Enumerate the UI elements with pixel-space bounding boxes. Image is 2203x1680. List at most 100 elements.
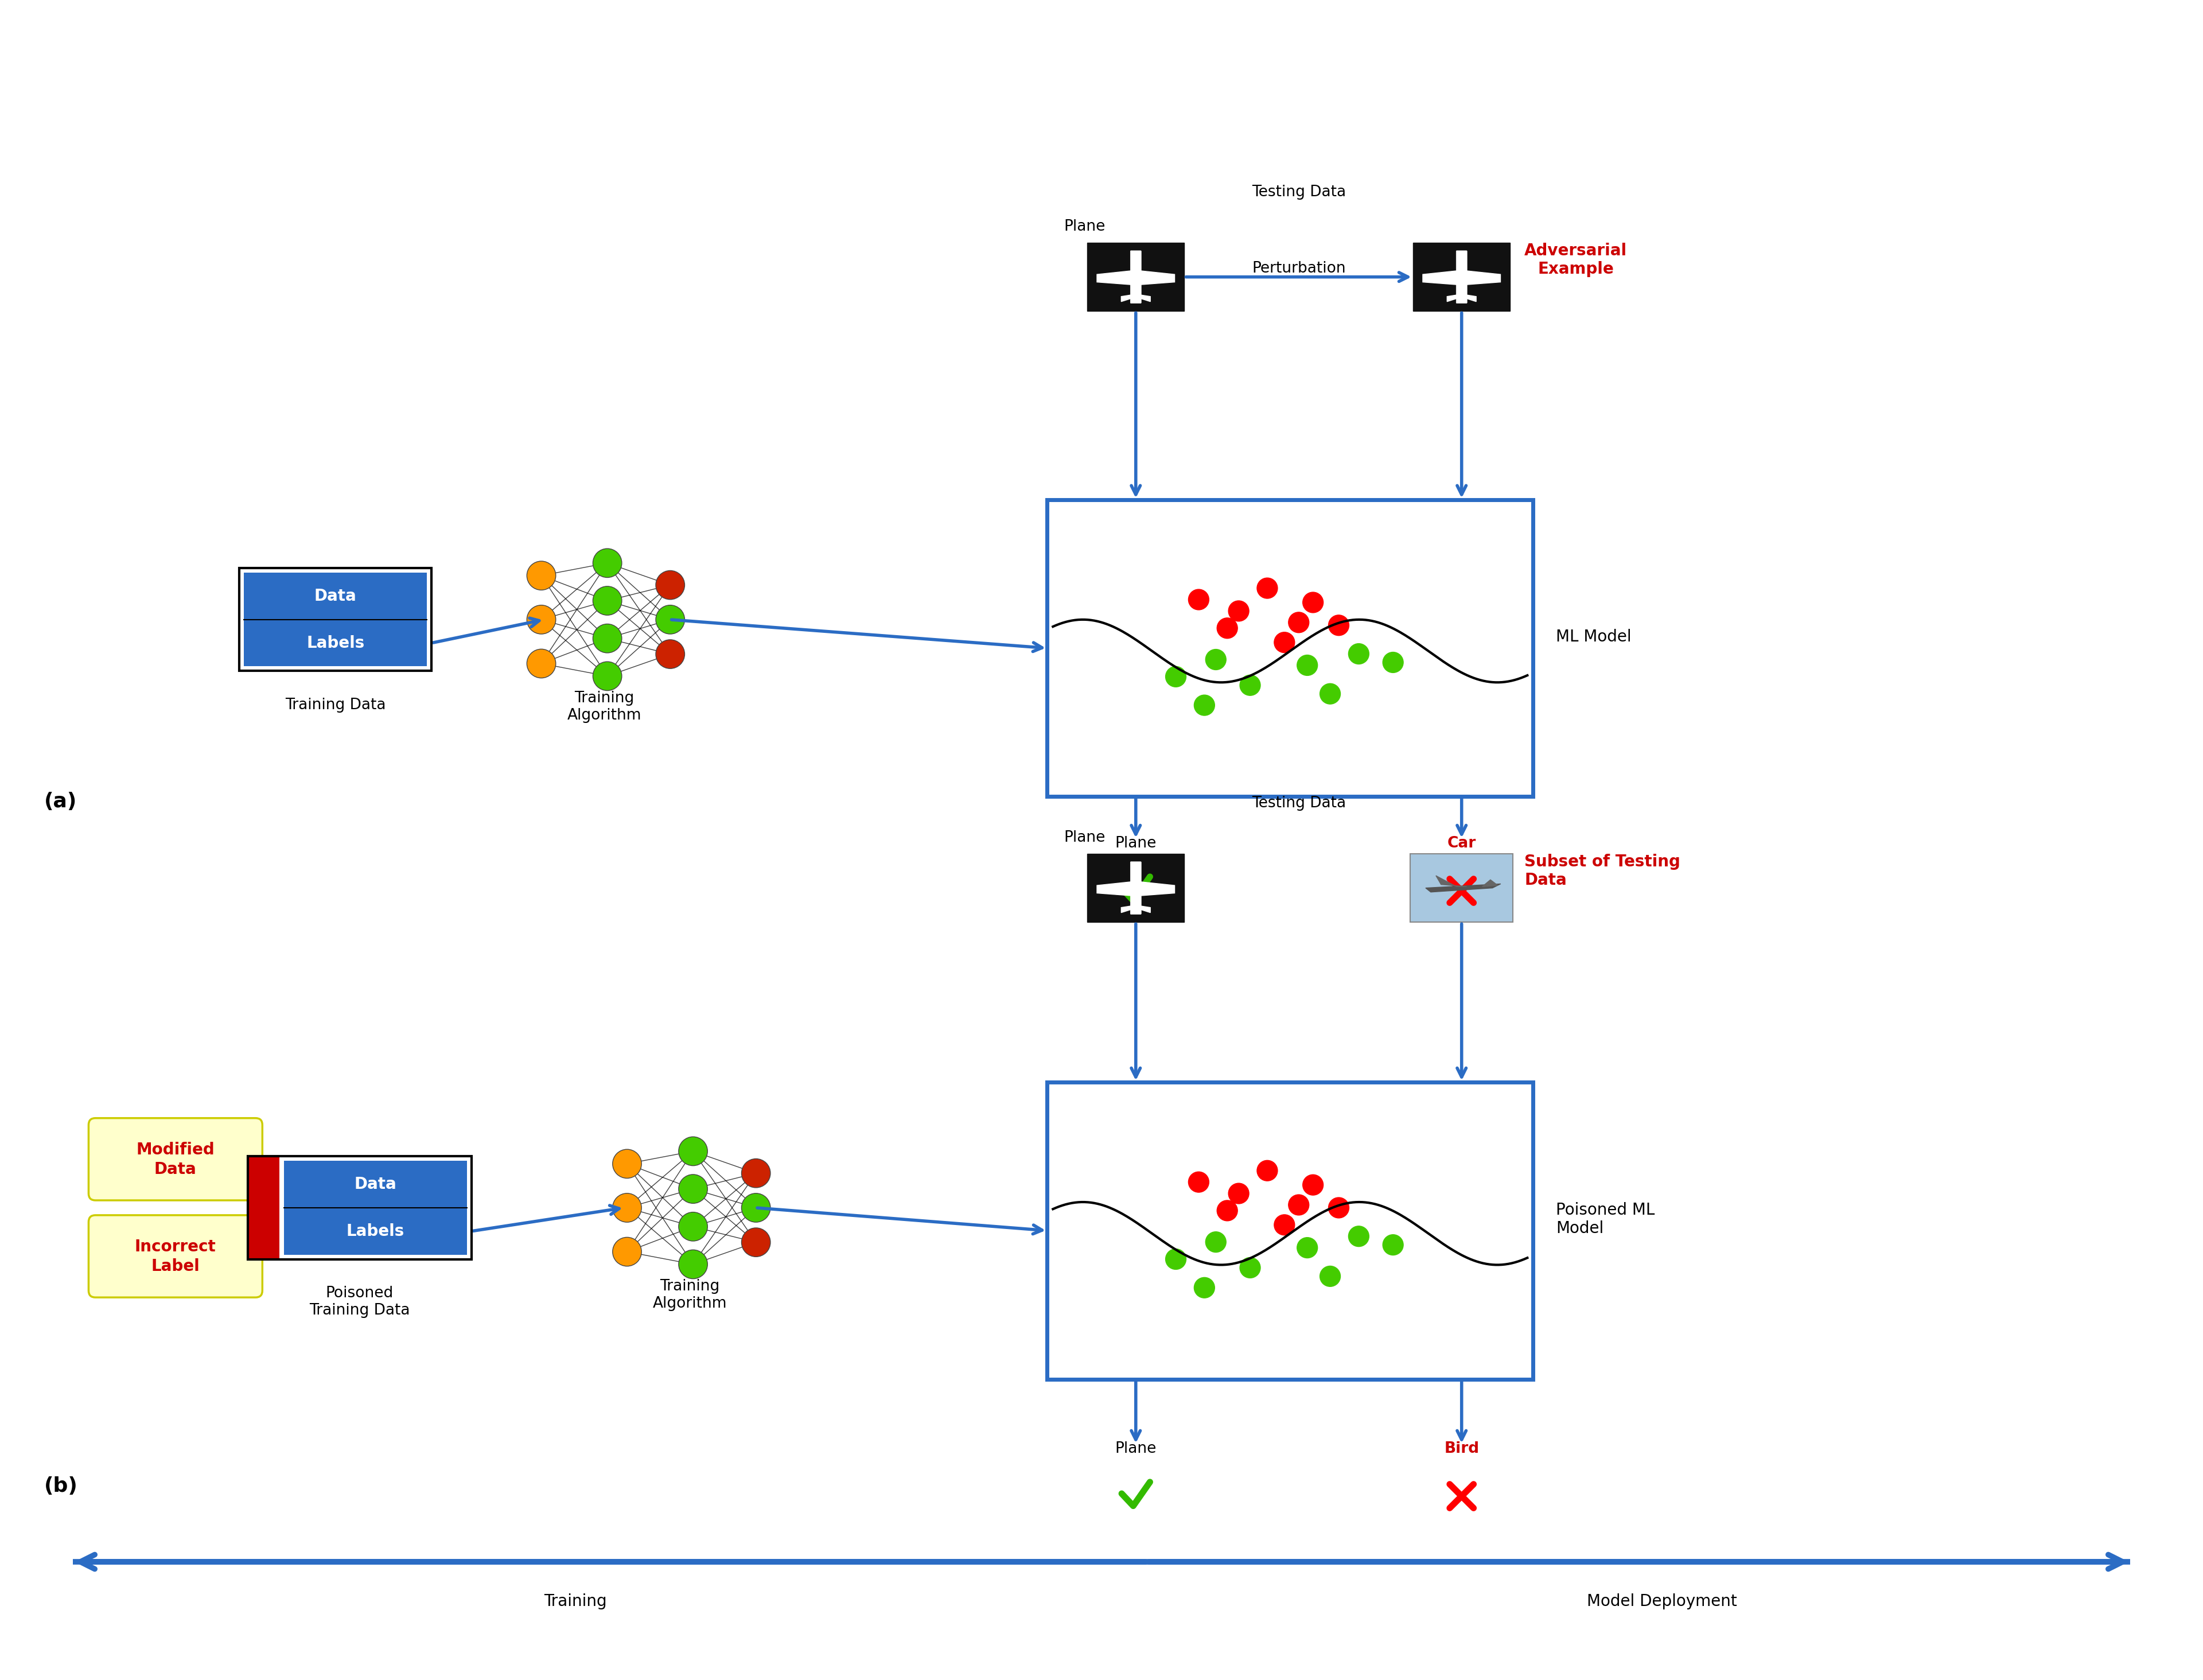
Text: Labels: Labels	[306, 635, 363, 652]
Circle shape	[612, 1149, 641, 1178]
FancyBboxPatch shape	[1088, 853, 1185, 922]
Circle shape	[1165, 1248, 1185, 1270]
Circle shape	[1273, 1215, 1295, 1235]
Circle shape	[1383, 652, 1403, 672]
Circle shape	[593, 549, 621, 578]
Circle shape	[1194, 1277, 1214, 1299]
Polygon shape	[1467, 270, 1500, 284]
Text: Testing Data: Testing Data	[1251, 796, 1346, 811]
Circle shape	[593, 623, 621, 654]
Text: Training Data: Training Data	[284, 697, 386, 712]
Circle shape	[1258, 578, 1278, 598]
Polygon shape	[1121, 906, 1130, 912]
Circle shape	[593, 662, 621, 690]
Circle shape	[1205, 648, 1227, 670]
Text: Data: Data	[154, 1161, 196, 1178]
FancyBboxPatch shape	[88, 1119, 262, 1200]
Polygon shape	[1121, 296, 1130, 302]
Text: (b): (b)	[44, 1477, 77, 1495]
Polygon shape	[1141, 882, 1174, 895]
Text: Training: Training	[544, 1593, 608, 1609]
Polygon shape	[1141, 270, 1174, 284]
Text: Labels: Labels	[346, 1223, 405, 1240]
Circle shape	[1328, 1198, 1348, 1218]
Circle shape	[527, 561, 555, 590]
Circle shape	[679, 1250, 707, 1278]
Circle shape	[1328, 615, 1348, 635]
Circle shape	[1240, 675, 1260, 696]
FancyBboxPatch shape	[1456, 250, 1467, 302]
Circle shape	[1298, 1238, 1317, 1258]
Circle shape	[742, 1159, 771, 1188]
FancyBboxPatch shape	[1088, 242, 1185, 311]
Circle shape	[1216, 618, 1238, 638]
Circle shape	[1302, 591, 1324, 613]
Circle shape	[679, 1137, 707, 1166]
Circle shape	[742, 1193, 771, 1223]
Circle shape	[656, 571, 685, 600]
Circle shape	[1229, 1183, 1249, 1205]
Circle shape	[1240, 1257, 1260, 1278]
FancyBboxPatch shape	[284, 1161, 467, 1208]
Text: Car: Car	[1447, 837, 1476, 850]
Circle shape	[527, 605, 555, 633]
Circle shape	[527, 648, 555, 679]
FancyBboxPatch shape	[249, 1156, 280, 1258]
Text: Poisoned
Training Data: Poisoned Training Data	[308, 1285, 410, 1319]
Circle shape	[1258, 1161, 1278, 1181]
Polygon shape	[1141, 296, 1150, 302]
Circle shape	[679, 1213, 707, 1242]
FancyBboxPatch shape	[284, 1208, 467, 1255]
Text: Bird: Bird	[1445, 1441, 1478, 1457]
Circle shape	[1229, 601, 1249, 622]
Circle shape	[1187, 1171, 1209, 1193]
Text: Plane: Plane	[1115, 1441, 1157, 1457]
Circle shape	[1289, 1194, 1309, 1215]
Circle shape	[1302, 1174, 1324, 1194]
Circle shape	[1289, 612, 1309, 633]
FancyBboxPatch shape	[1130, 250, 1141, 302]
Circle shape	[1165, 667, 1185, 687]
Circle shape	[1320, 684, 1339, 704]
Polygon shape	[1436, 875, 1467, 887]
Text: Model Deployment: Model Deployment	[1586, 1593, 1736, 1609]
Text: ML Model: ML Model	[1555, 628, 1632, 645]
Circle shape	[593, 586, 621, 615]
Circle shape	[612, 1193, 641, 1223]
Text: Label: Label	[152, 1258, 200, 1275]
FancyBboxPatch shape	[1046, 499, 1533, 796]
Circle shape	[679, 1174, 707, 1203]
Circle shape	[1273, 632, 1295, 654]
Text: Plane: Plane	[1115, 837, 1157, 850]
Polygon shape	[1097, 270, 1130, 284]
Circle shape	[1348, 643, 1368, 664]
Text: (a): (a)	[44, 791, 77, 811]
Circle shape	[1320, 1267, 1339, 1287]
Circle shape	[1383, 1235, 1403, 1255]
Circle shape	[1194, 696, 1214, 716]
Polygon shape	[1467, 296, 1476, 302]
Text: Data: Data	[315, 588, 357, 605]
Text: Modified: Modified	[137, 1142, 214, 1158]
FancyBboxPatch shape	[1410, 853, 1513, 922]
Text: Adversarial
Example: Adversarial Example	[1524, 242, 1628, 277]
Text: Perturbation: Perturbation	[1251, 260, 1346, 276]
Text: Incorrect: Incorrect	[134, 1238, 216, 1255]
FancyBboxPatch shape	[245, 620, 427, 667]
FancyBboxPatch shape	[1412, 242, 1511, 311]
FancyBboxPatch shape	[245, 573, 427, 620]
Circle shape	[1205, 1231, 1227, 1252]
Text: Plane: Plane	[1064, 830, 1106, 845]
FancyBboxPatch shape	[1046, 1082, 1533, 1379]
Polygon shape	[1423, 270, 1456, 284]
Circle shape	[742, 1228, 771, 1257]
Polygon shape	[1447, 296, 1456, 302]
Text: Testing Data: Testing Data	[1251, 185, 1346, 200]
Polygon shape	[1483, 880, 1498, 887]
Text: Poisoned ML
Model: Poisoned ML Model	[1555, 1201, 1654, 1236]
Circle shape	[612, 1236, 641, 1267]
FancyBboxPatch shape	[1130, 862, 1141, 914]
Circle shape	[656, 640, 685, 669]
Circle shape	[1348, 1226, 1368, 1247]
Text: Training
Algorithm: Training Algorithm	[652, 1278, 727, 1312]
